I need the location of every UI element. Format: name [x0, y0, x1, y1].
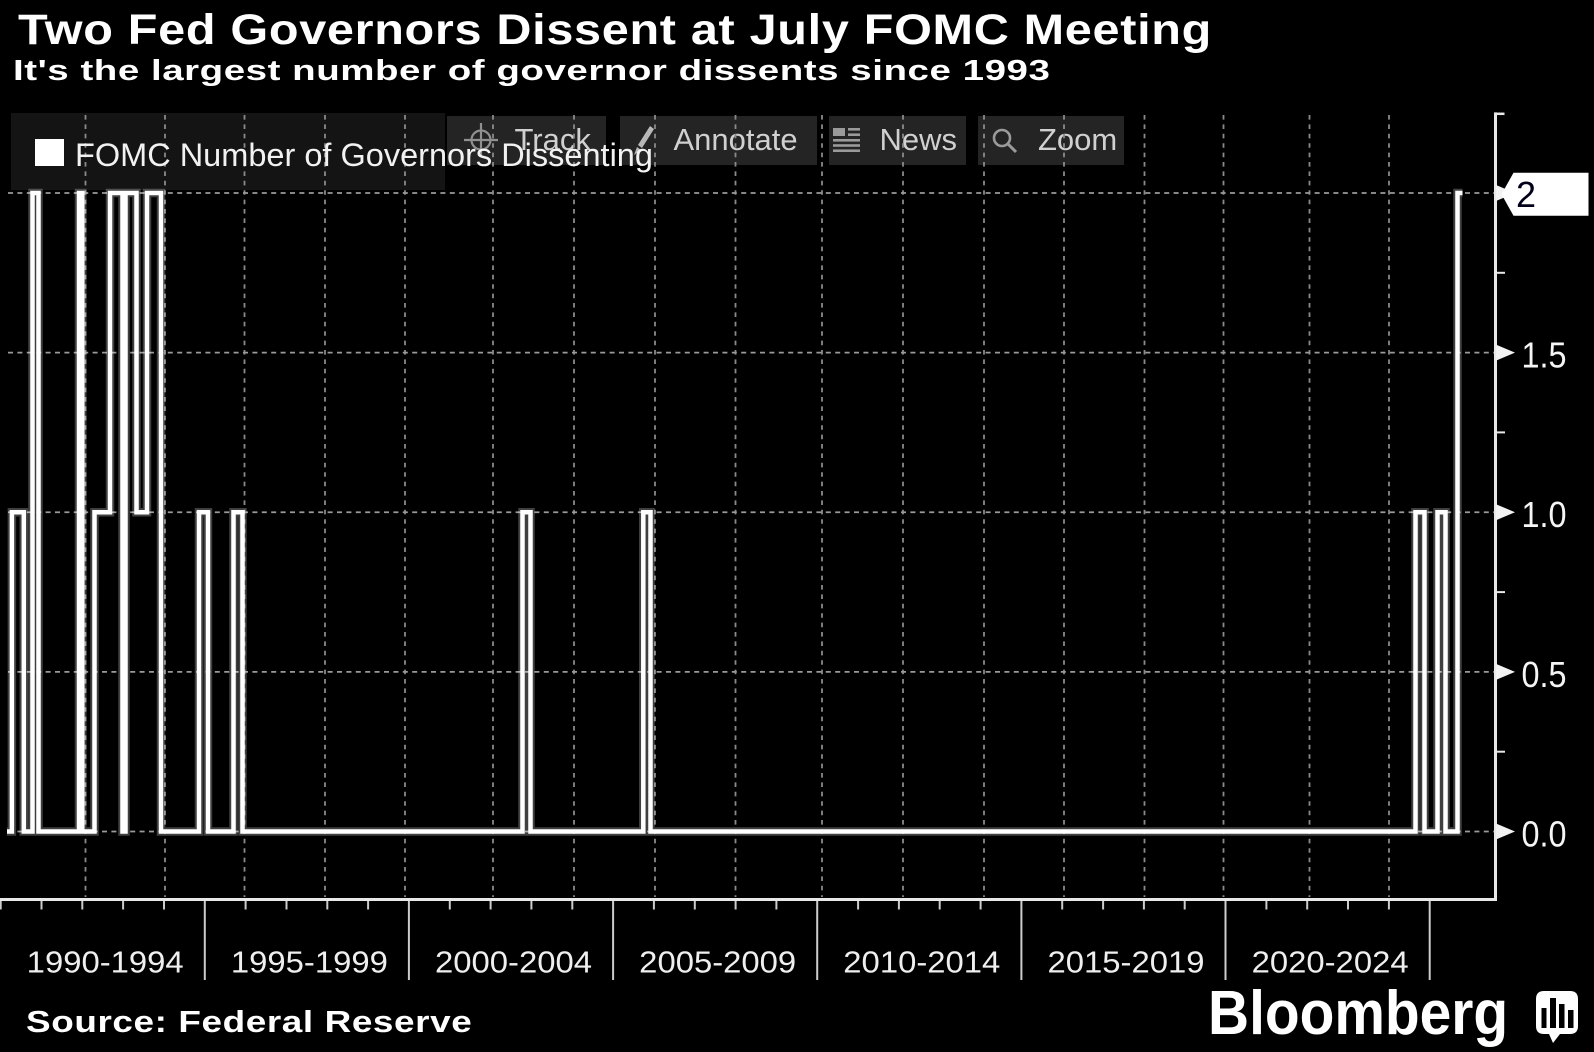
svg-text:1990-1994: 1990-1994	[27, 946, 184, 980]
svg-text:2000-2004: 2000-2004	[435, 946, 592, 980]
svg-text:0.5: 0.5	[1522, 654, 1567, 695]
svg-text:1995-1999: 1995-1999	[231, 946, 388, 980]
svg-text:2: 2	[1516, 174, 1536, 215]
svg-text:0.0: 0.0	[1522, 814, 1567, 855]
svg-text:2020-2024: 2020-2024	[1252, 946, 1409, 980]
svg-text:2010-2014: 2010-2014	[843, 946, 1000, 980]
svg-text:1.5: 1.5	[1522, 335, 1567, 376]
svg-text:2015-2019: 2015-2019	[1048, 946, 1205, 980]
svg-text:2005-2009: 2005-2009	[639, 946, 796, 980]
svg-text:1.0: 1.0	[1522, 494, 1567, 535]
